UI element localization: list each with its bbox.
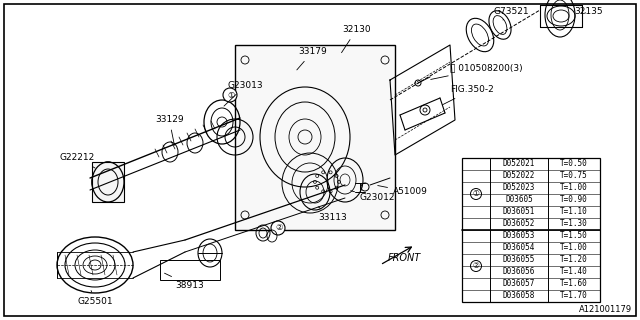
Circle shape bbox=[223, 88, 237, 102]
Bar bbox=[92, 162, 124, 202]
Text: D052022: D052022 bbox=[503, 172, 535, 180]
Text: T=1.50: T=1.50 bbox=[560, 231, 588, 241]
Text: T=1.70: T=1.70 bbox=[560, 292, 588, 300]
Text: G23012: G23012 bbox=[351, 191, 396, 203]
Text: T=1.00: T=1.00 bbox=[560, 183, 588, 193]
Text: T=1.10: T=1.10 bbox=[560, 207, 588, 217]
Text: D036055: D036055 bbox=[503, 255, 535, 265]
Text: 32135: 32135 bbox=[574, 7, 603, 17]
Text: D036054: D036054 bbox=[503, 244, 535, 252]
Text: ②: ② bbox=[472, 261, 479, 270]
Text: G23013: G23013 bbox=[224, 81, 264, 106]
Text: T=1.60: T=1.60 bbox=[560, 279, 588, 289]
Text: T=1.20: T=1.20 bbox=[560, 255, 588, 265]
Text: Ⓑ 010508200(3): Ⓑ 010508200(3) bbox=[431, 63, 523, 79]
Text: D036053: D036053 bbox=[503, 231, 535, 241]
Bar bbox=[540, 5, 582, 27]
Text: G73521: G73521 bbox=[493, 7, 529, 20]
Text: T=1.30: T=1.30 bbox=[560, 220, 588, 228]
Text: 33179: 33179 bbox=[297, 47, 327, 70]
Text: ②: ② bbox=[275, 223, 282, 233]
Text: 33129: 33129 bbox=[155, 116, 184, 145]
Text: D03605: D03605 bbox=[505, 196, 533, 204]
Text: A51009: A51009 bbox=[378, 186, 428, 196]
Text: T=1.00: T=1.00 bbox=[560, 244, 588, 252]
Text: T=1.40: T=1.40 bbox=[560, 268, 588, 276]
Text: D036052: D036052 bbox=[503, 220, 535, 228]
Text: 32130: 32130 bbox=[342, 26, 371, 53]
Text: D036058: D036058 bbox=[503, 292, 535, 300]
Circle shape bbox=[271, 221, 285, 235]
Bar bbox=[235, 45, 395, 230]
Text: FIG.350-2: FIG.350-2 bbox=[442, 85, 493, 105]
Text: ①: ① bbox=[227, 91, 234, 100]
Text: FRONT: FRONT bbox=[388, 253, 421, 263]
Bar bbox=[160, 260, 220, 280]
Text: G25501: G25501 bbox=[78, 291, 114, 307]
Text: D036051: D036051 bbox=[503, 207, 535, 217]
Text: D052023: D052023 bbox=[503, 183, 535, 193]
Text: D036057: D036057 bbox=[503, 279, 535, 289]
Text: ①: ① bbox=[472, 189, 479, 198]
Text: D036056: D036056 bbox=[503, 268, 535, 276]
Text: T=0.50: T=0.50 bbox=[560, 159, 588, 169]
Bar bbox=[462, 158, 600, 302]
Text: T=0.90: T=0.90 bbox=[560, 196, 588, 204]
Text: D052021: D052021 bbox=[503, 159, 535, 169]
Text: 33113: 33113 bbox=[318, 207, 347, 222]
Text: A121001179: A121001179 bbox=[579, 305, 632, 314]
Text: G22212: G22212 bbox=[60, 154, 95, 168]
Text: 38913: 38913 bbox=[164, 273, 204, 290]
Text: T=0.75: T=0.75 bbox=[560, 172, 588, 180]
